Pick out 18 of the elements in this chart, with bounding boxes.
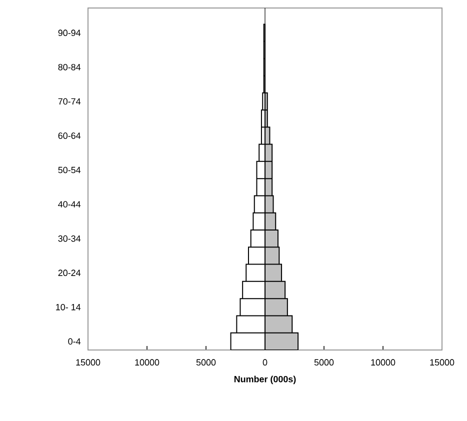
x-axis-title: Number (000s) xyxy=(234,376,296,384)
x-tick-label: 15000 xyxy=(430,359,454,366)
y-tick-label: 10- 14 xyxy=(56,304,81,310)
x-tick-label: 10000 xyxy=(371,359,396,366)
y-tick-label: 80-84 xyxy=(58,64,81,70)
x-tick-label: 10000 xyxy=(135,359,160,366)
x-tick-label: 5000 xyxy=(196,359,216,366)
y-tick-label: 20-24 xyxy=(58,270,81,276)
y-tick-label: 40-44 xyxy=(58,201,81,208)
x-tick-label: 15000 xyxy=(76,359,100,366)
y-tick-label: 50-54 xyxy=(58,166,81,174)
x-tick-label: 5000 xyxy=(314,359,334,366)
y-tick-label: 90-94 xyxy=(58,30,81,36)
y-tick-label: 70-74 xyxy=(58,98,81,105)
y-tick-label: 0-4 xyxy=(68,338,81,345)
y-tick-label: 60-64 xyxy=(58,132,81,139)
y-tick-label: 30-34 xyxy=(58,235,81,242)
x-tick-label: 0 xyxy=(262,359,268,366)
